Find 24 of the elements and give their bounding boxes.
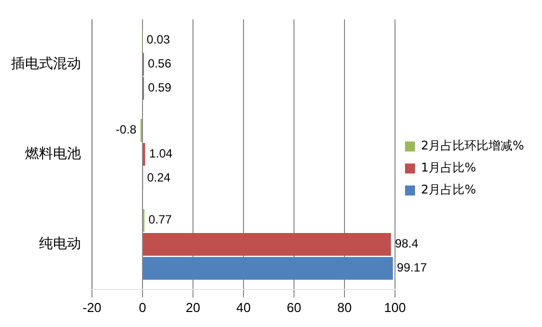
data-label: 99.17 — [396, 260, 428, 275]
x-tick-label: 60 — [286, 300, 302, 315]
data-label: 0.56 — [148, 56, 172, 71]
y-tick-label: 纯电动 — [39, 236, 81, 252]
data-label: 0.59 — [148, 80, 172, 95]
legend-label: 2月占比环比增减% — [421, 138, 524, 153]
data-label: 1.04 — [149, 146, 173, 161]
x-tick-label: 100 — [384, 300, 406, 315]
data-label: 0.77 — [148, 212, 172, 227]
bar — [143, 257, 393, 280]
legend-label: 1月占比% — [421, 160, 476, 175]
bar — [143, 233, 391, 256]
x-tick-label: 80 — [337, 300, 352, 315]
x-tick-label: -20 — [82, 300, 102, 315]
x-tick-label: 20 — [186, 300, 200, 315]
y-tick-label: 燃料电池 — [25, 146, 81, 162]
data-label: 0.03 — [146, 32, 170, 47]
legend-label: 2月占比% — [421, 182, 476, 197]
data-label: 0.24 — [147, 170, 171, 185]
data-label: -0.8 — [116, 122, 137, 137]
x-tick-label: 40 — [236, 300, 251, 315]
x-tick-label: 0 — [138, 300, 146, 315]
data-label: 98.4 — [394, 236, 419, 251]
y-tick-label: 插电式混动 — [11, 56, 81, 72]
